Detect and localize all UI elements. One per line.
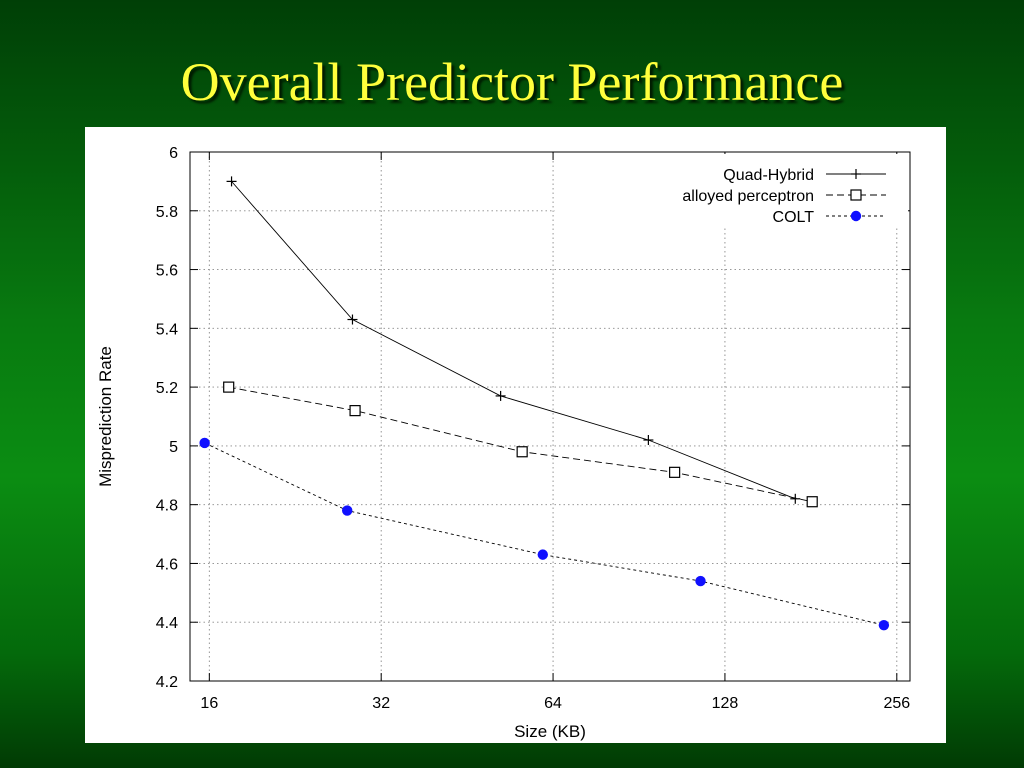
y-tick-label: 5: [169, 439, 178, 456]
y-tick-label: 4.6: [156, 556, 178, 573]
y-tick-label: 5.8: [156, 204, 178, 221]
chart-svg: 4.2 4.4 4.6 4.8 5 5.2 5.4 5.6 5.8 6 16 32 64 128 256 Q…: [96, 145, 911, 741]
slide-title: Overall Predictor Performance: [180, 52, 844, 112]
y-tick-label: 6: [169, 145, 178, 162]
y-tick-label: 5.2: [156, 380, 178, 397]
legend-label: alloyed perceptron: [682, 188, 814, 205]
data-point: [806, 496, 818, 508]
chart-panel: 4.2 4.4 4.6 4.8 5 5.2 5.4 5.6 5.8 6 16 32 64 128 256 Q…: [85, 127, 946, 743]
data-point: [199, 437, 210, 449]
data-point: [695, 575, 706, 587]
legend-background: [555, 154, 908, 226]
series-alloyed-perceptron: [223, 381, 818, 508]
data-point: [349, 405, 361, 417]
y-tick-label: 4.2: [156, 674, 178, 691]
legend-label: COLT: [773, 209, 815, 226]
data-point: [347, 314, 358, 325]
data-point: [516, 446, 528, 458]
x-tick-label: 16: [200, 695, 218, 712]
tick-layer: 4.2 4.4 4.6 4.8 5 5.2 5.4 5.6 5.8 6 16 32 64 128 256: [156, 145, 910, 712]
data-point: [669, 466, 681, 478]
data-point: [342, 505, 353, 516]
x-tick-label: 32: [372, 695, 390, 712]
data-point: [850, 189, 862, 201]
x-tick-label: 128: [712, 695, 739, 712]
series-line: [204, 442, 884, 626]
y-tick-label: 5.4: [156, 321, 178, 338]
data-point: [790, 493, 801, 504]
data-point: [495, 390, 506, 401]
data-point: [851, 169, 861, 179]
x-tick-label: 256: [883, 695, 910, 712]
x-axis-label: Size (KB): [514, 722, 586, 741]
plot-frame: [189, 151, 911, 682]
y-tick-label: 4.8: [156, 498, 178, 515]
data-point: [226, 176, 237, 187]
data-point: [643, 435, 654, 446]
series-quad-hybrid: [226, 176, 801, 504]
legend-label: Quad-Hybrid: [723, 167, 814, 184]
series-colt: [199, 437, 890, 631]
data-point: [223, 381, 235, 393]
x-tick-label: 64: [544, 695, 562, 712]
y-axis-label: Misprediction Rate: [96, 346, 115, 487]
data-point: [878, 619, 890, 631]
y-tick-label: 4.4: [156, 615, 178, 632]
legend: Quad-Hybrid alloyed perceptron COLT: [555, 154, 908, 226]
y-tick-label: 5.6: [156, 263, 178, 280]
grid-layer: [190, 152, 910, 681]
data-point: [850, 210, 862, 222]
series-layer: [199, 176, 890, 631]
data-point: [537, 549, 548, 560]
series-line: [231, 181, 796, 500]
